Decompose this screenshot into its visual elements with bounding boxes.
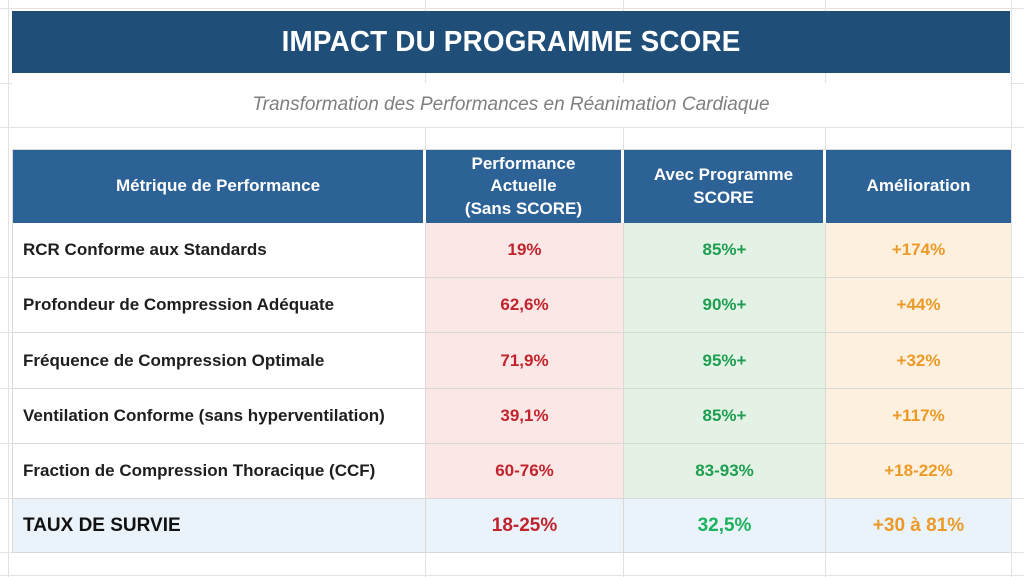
summary-row-metric: TAUX DE SURVIE — [13, 499, 426, 552]
column-header-current: Performance Actuelle (Sans SCORE) — [426, 150, 624, 223]
column-header-improvement: Amélioration — [826, 150, 1011, 223]
page-title: IMPACT DU PROGRAMME SCORE — [281, 25, 741, 58]
table-row-improvement-value: +44% — [826, 278, 1011, 333]
table-row-current-value: 39,1% — [426, 389, 624, 444]
table-row-metric: RCR Conforme aux Standards — [13, 223, 426, 278]
table-row-score-value: 95%+ — [624, 333, 826, 389]
table-row-score-value: 85%+ — [624, 389, 826, 444]
column-header-metric: Métrique de Performance — [13, 150, 426, 223]
table-row-metric: Profondeur de Compression Adéquate — [13, 278, 426, 333]
summary-row-score-value: 32,5% — [624, 499, 826, 552]
table-row-current-value: 60-76% — [426, 444, 624, 499]
table-row-current-value: 71,9% — [426, 333, 624, 389]
table-row-metric: Ventilation Conforme (sans hyperventilat… — [13, 389, 426, 444]
title-banner: IMPACT DU PROGRAMME SCORE — [12, 11, 1010, 73]
column-header-with-score: Avec Programme SCORE — [624, 150, 826, 223]
table-row-current-value: 62,6% — [426, 278, 624, 333]
table-row-metric: Fraction de Compression Thoracique (CCF) — [13, 444, 426, 499]
table-row-improvement-value: +174% — [826, 223, 1011, 278]
table-row-score-value: 85%+ — [624, 223, 826, 278]
table-row-score-value: 83-93% — [624, 444, 826, 499]
table-row-score-value: 90%+ — [624, 278, 826, 333]
performance-table: Métrique de Performance Performance Actu… — [12, 149, 1011, 553]
subtitle-band: Transformation des Performances en Réani… — [12, 83, 1010, 127]
summary-row-improvement-value: +30 à 81% — [826, 499, 1011, 552]
table-row-current-value: 19% — [426, 223, 624, 278]
table-row-improvement-value: +32% — [826, 333, 1011, 389]
table-row-improvement-value: +18-22% — [826, 444, 1011, 499]
table-row-metric: Fréquence de Compression Optimale — [13, 333, 426, 389]
page-subtitle: Transformation des Performances en Réani… — [252, 94, 770, 115]
summary-row-current-value: 18-25% — [426, 499, 624, 552]
table-row-improvement-value: +117% — [826, 389, 1011, 444]
